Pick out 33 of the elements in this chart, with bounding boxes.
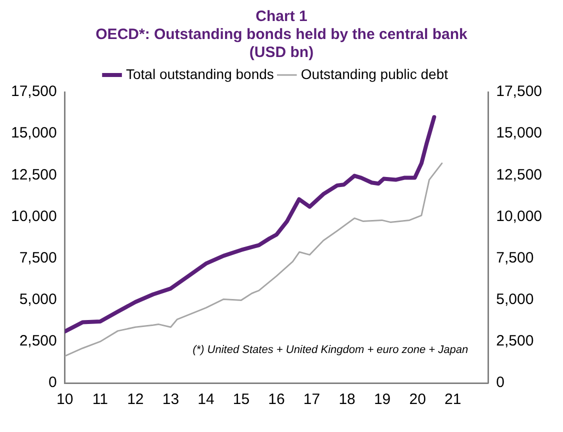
x-tick-label: 19 bbox=[374, 391, 391, 408]
x-tick-label: 14 bbox=[198, 391, 214, 408]
y-tick-label: 5,000 bbox=[19, 291, 57, 308]
y-tick-label: 0 bbox=[48, 374, 57, 392]
x-tick-label: 10 bbox=[56, 391, 74, 408]
x-tick-label: 12 bbox=[127, 391, 144, 408]
chart-subtitle: OECD*: Outstanding bonds held by the central bank (USD bn) bbox=[94, 26, 468, 62]
y-tick-label: 17,500 bbox=[10, 83, 57, 100]
x-tick-label: 17 bbox=[303, 391, 320, 408]
x-tick-label: 16 bbox=[268, 391, 285, 408]
y-tick-label: 10,000 bbox=[10, 208, 57, 225]
x-tick-label: 21 bbox=[444, 391, 462, 408]
x-tick-label: 11 bbox=[92, 391, 108, 408]
y-tick-label: 12,500 bbox=[10, 166, 57, 184]
y2-tick-label: 12,500 bbox=[496, 166, 542, 184]
y2-tick-label: 17,500 bbox=[496, 83, 542, 100]
y2-tick-label: 7,500 bbox=[496, 249, 534, 266]
y2-tick-label: 15,000 bbox=[496, 124, 542, 142]
chart-title: Chart 1 bbox=[254, 8, 308, 26]
x-tick-label: 13 bbox=[162, 391, 180, 408]
y2-tick-label: 10,000 bbox=[496, 208, 542, 225]
x-tick-label: 18 bbox=[338, 391, 356, 408]
y-tick-label: 15,000 bbox=[10, 124, 57, 142]
y2-tick-label: 2,500 bbox=[496, 332, 534, 350]
x-tick-label: 15 bbox=[232, 391, 250, 408]
legend-label: Total outstanding bonds bbox=[126, 66, 274, 82]
y2-tick-label: 0 bbox=[496, 374, 504, 392]
y-tick-label: 2,500 bbox=[19, 332, 57, 350]
x-tick-label: 20 bbox=[409, 391, 426, 408]
legend-label: Outstanding public debt bbox=[300, 66, 448, 82]
y-tick-label: 7,500 bbox=[19, 249, 57, 266]
y2-tick-label: 5,000 bbox=[496, 291, 534, 308]
annotation: (*) United States + United Kingdom + euro zone + Japan bbox=[192, 344, 468, 356]
